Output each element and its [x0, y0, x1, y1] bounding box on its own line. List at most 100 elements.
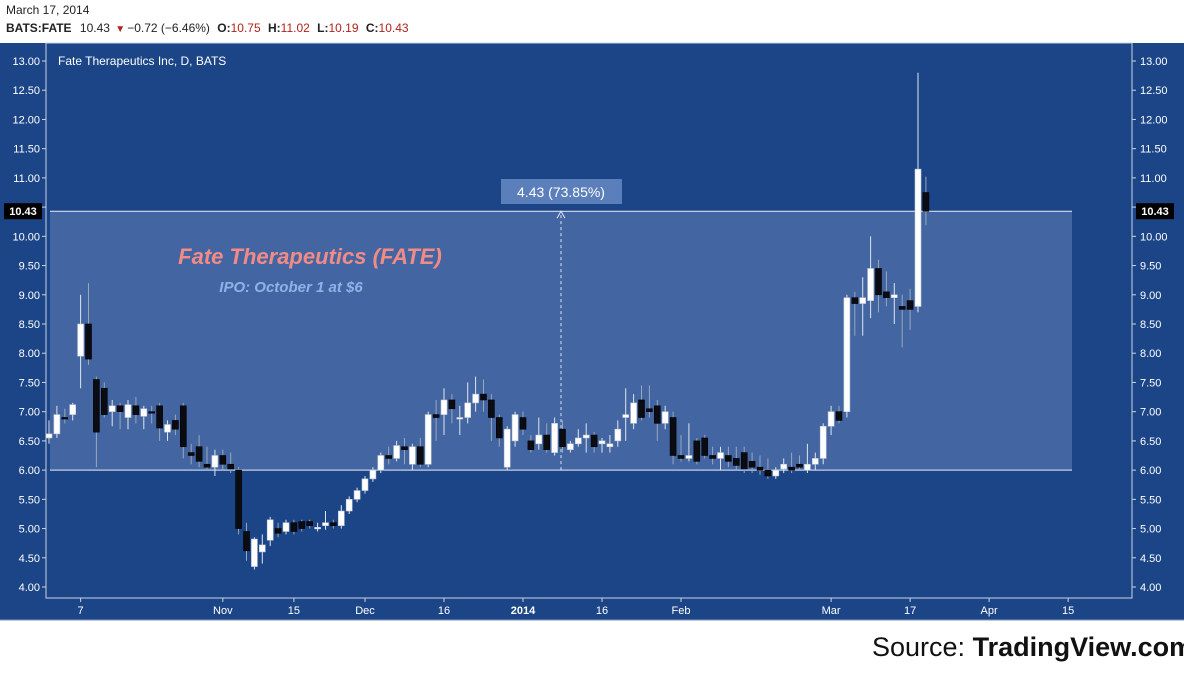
candle-body[interactable] — [851, 297, 859, 304]
candle-body[interactable] — [180, 405, 187, 448]
candle-body[interactable] — [677, 455, 685, 459]
candle-body[interactable] — [495, 417, 503, 439]
candle-body[interactable] — [646, 408, 653, 412]
candle-body[interactable] — [574, 437, 582, 445]
candle-body[interactable] — [614, 428, 622, 442]
candle-body[interactable] — [353, 490, 361, 500]
candle-body[interactable] — [401, 446, 408, 450]
candle-body[interactable] — [598, 440, 606, 445]
candle-body[interactable] — [258, 544, 266, 553]
candle-body[interactable] — [203, 463, 211, 468]
candle-body[interactable] — [488, 399, 495, 418]
candle-body[interactable] — [472, 393, 479, 404]
candle-body[interactable] — [298, 521, 306, 529]
candle-body[interactable] — [867, 268, 874, 301]
candle-body[interactable] — [914, 168, 922, 307]
candle-body[interactable] — [827, 411, 835, 427]
candle-body[interactable] — [725, 455, 732, 462]
candle-body[interactable] — [717, 452, 724, 459]
candle-body[interactable] — [227, 463, 234, 470]
candle-body[interactable] — [69, 404, 76, 415]
candle-body[interactable] — [140, 408, 148, 417]
candle-body[interactable] — [819, 425, 827, 459]
candle-body[interactable] — [788, 466, 795, 471]
candle-body[interactable] — [653, 405, 661, 424]
candle-body[interactable] — [61, 417, 69, 420]
candle-body[interactable] — [45, 433, 53, 439]
candle-body[interactable] — [377, 455, 385, 471]
candle-body[interactable] — [243, 531, 250, 552]
candle-body[interactable] — [322, 522, 329, 526]
candle-body[interactable] — [796, 463, 803, 468]
candle-body[interactable] — [385, 455, 393, 459]
candle-body[interactable] — [424, 414, 432, 465]
candle-body[interactable] — [898, 306, 906, 310]
candle-body[interactable] — [448, 399, 456, 410]
candle-body[interactable] — [638, 399, 645, 418]
candle-body[interactable] — [859, 297, 867, 304]
candle-body[interactable] — [480, 393, 487, 401]
candle-body[interactable] — [101, 387, 108, 415]
candle-body[interactable] — [456, 417, 464, 420]
candle-body[interactable] — [890, 294, 898, 298]
candle-body[interactable] — [606, 443, 614, 448]
candle-body[interactable] — [266, 519, 274, 541]
candle-body[interactable] — [835, 411, 843, 421]
candle-body[interactable] — [148, 411, 155, 414]
candle-body[interactable] — [116, 405, 124, 412]
candle-body[interactable] — [77, 323, 84, 357]
candle-body[interactable] — [567, 443, 574, 450]
candle-body[interactable] — [251, 538, 258, 567]
candle-body[interactable] — [543, 434, 551, 450]
candle-body[interactable] — [764, 469, 772, 477]
candle-body[interactable] — [330, 522, 337, 526]
candle-body[interactable] — [306, 521, 314, 526]
candle-body[interactable] — [345, 499, 353, 512]
candle-body[interactable] — [124, 404, 132, 418]
candle-body[interactable] — [811, 458, 819, 465]
candle-body[interactable] — [211, 455, 219, 468]
candle-body[interactable] — [732, 458, 740, 466]
candle-body[interactable] — [511, 414, 519, 442]
candle-body[interactable] — [337, 510, 345, 526]
candle-body[interactable] — [843, 297, 851, 412]
candle-body[interactable] — [780, 463, 788, 470]
candle-body[interactable] — [108, 405, 116, 412]
candle-body[interactable] — [922, 192, 930, 212]
candle-body[interactable] — [219, 455, 227, 465]
candle-body[interactable] — [590, 434, 598, 448]
candle-body[interactable] — [164, 424, 171, 433]
candle-body[interactable] — [53, 414, 61, 435]
candle-body[interactable] — [235, 469, 242, 529]
candle-body[interactable] — [685, 455, 693, 459]
candle-body[interactable] — [519, 417, 527, 430]
candle-body[interactable] — [440, 399, 448, 415]
candle-body[interactable] — [535, 434, 543, 445]
candle-body[interactable] — [701, 437, 709, 456]
candle-body[interactable] — [740, 452, 748, 470]
candle-body[interactable] — [187, 452, 195, 456]
candle-body[interactable] — [709, 455, 716, 459]
candle-body[interactable] — [85, 323, 92, 360]
candle-body[interactable] — [290, 522, 298, 532]
candle-body[interactable] — [669, 417, 677, 456]
candle-body[interactable] — [172, 420, 179, 430]
candle-body[interactable] — [464, 402, 472, 418]
candle-body[interactable] — [748, 461, 756, 468]
candle-body[interactable] — [693, 440, 701, 462]
candle-body[interactable] — [756, 466, 764, 471]
candle-body[interactable] — [582, 434, 590, 439]
candle-body[interactable] — [314, 527, 321, 530]
candle-body[interactable] — [875, 268, 882, 296]
candle-body[interactable] — [282, 522, 290, 532]
candle-body[interactable] — [527, 440, 535, 450]
candle-body[interactable] — [132, 405, 140, 415]
candle-body[interactable] — [503, 428, 511, 468]
candle-body[interactable] — [804, 463, 811, 471]
candle-body[interactable] — [416, 446, 424, 465]
candle-body[interactable] — [559, 428, 566, 448]
candle-body[interactable] — [630, 402, 637, 424]
candle-body[interactable] — [361, 478, 369, 491]
candle-body[interactable] — [772, 469, 780, 477]
